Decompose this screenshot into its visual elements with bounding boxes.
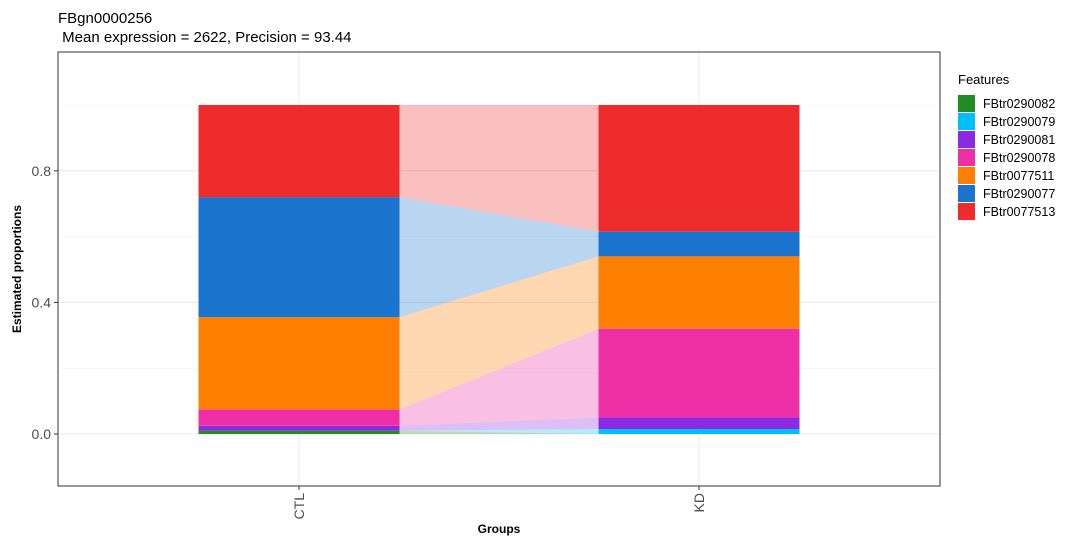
ribbon-FBtr0290078 [399, 328, 599, 426]
flow-ribbons [399, 105, 599, 434]
ribbon-FBtr0077511 [399, 256, 599, 410]
legend-label-FBtr0290082: FBtr0290082 [983, 97, 1055, 111]
legend-label-FBtr0077511: FBtr0077511 [983, 169, 1054, 183]
legend-swatch-FBtr0077511 [958, 167, 975, 184]
bar-CTL-FBtr0290081 [198, 425, 400, 431]
y-tick-label: 0.0 [32, 426, 52, 442]
y-axis-title: Estimated proportions [10, 205, 24, 333]
legend-swatch-FBtr0290077 [958, 185, 975, 202]
bar-KD-FBtr0290078 [598, 328, 800, 418]
legend-swatch-FBtr0290079 [958, 113, 975, 130]
stacked-bars [198, 105, 800, 434]
legend-swatch-FBtr0290081 [958, 131, 975, 148]
bar-CTL-FBtr0290078 [198, 409, 400, 426]
legend-label-FBtr0077513: FBtr0077513 [983, 205, 1055, 219]
bar-CTL-FBtr0290077 [198, 197, 400, 318]
legend-title: Features [958, 72, 1010, 87]
ribbon-FBtr0077513 [399, 105, 599, 232]
x-tick-label-CTL: CTL [291, 493, 307, 520]
legend-label-FBtr0290081: FBtr0290081 [983, 133, 1055, 147]
bar-KD-FBtr0290079 [598, 429, 800, 434]
y-tick-label: 0.4 [32, 294, 52, 310]
chart-subtitle: Mean expression = 2622, Precision = 93.4… [58, 29, 352, 46]
y-axis: 0.0 0.4 0.8 [32, 163, 58, 442]
legend-label-FBtr0290078: FBtr0290078 [983, 151, 1055, 165]
bar-KD-FBtr0077511 [598, 256, 800, 329]
bar-CTL-FBtr0290082 [198, 430, 400, 434]
x-tick-label-KD: KD [691, 493, 707, 512]
bar-CTL-FBtr0077513 [198, 105, 400, 198]
ribbon-FBtr0290077 [399, 197, 599, 318]
legend-swatch-FBtr0290082 [958, 95, 975, 112]
legend-swatch-FBtr0077513 [958, 203, 975, 220]
x-axis-title: Groups [478, 522, 521, 536]
x-axis: CTL KD [291, 486, 707, 519]
legend-label-FBtr0290077: FBtr0290077 [983, 187, 1055, 201]
bar-KD-FBtr0077513 [598, 105, 800, 232]
plot-panel-border [57, 51, 941, 487]
chart-title: FBgn0000256 [58, 10, 152, 27]
bar-KD-FBtr0290081 [598, 417, 800, 430]
bar-CTL-FBtr0077511 [198, 317, 400, 410]
legend-swatch-FBtr0290078 [958, 149, 975, 166]
legend-label-FBtr0290079: FBtr0290079 [983, 115, 1055, 129]
ribbon-FBtr0290081 [399, 417, 599, 431]
ribbon-FBtr0290082 [399, 430, 599, 434]
bar-KD-FBtr0290077 [598, 231, 800, 257]
y-tick-label: 0.8 [32, 163, 52, 179]
ribbon-FBtr0290079 [399, 429, 599, 434]
legend: Features FBtr0290082 FBtr0290079 FBtr02900… [958, 72, 1055, 220]
